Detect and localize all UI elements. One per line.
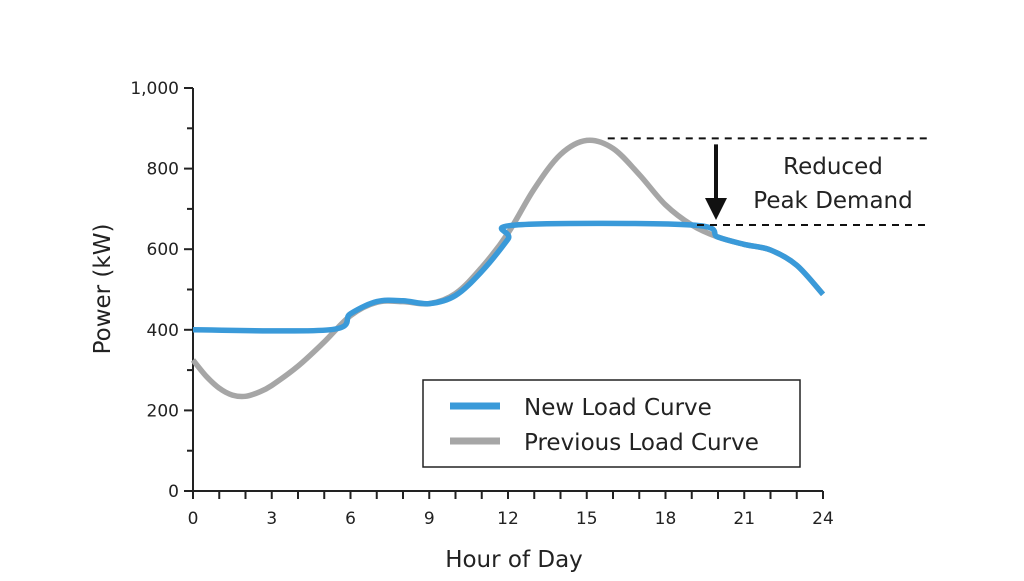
y-tick-label: 600 — [147, 240, 179, 260]
x-tick-label: 15 — [576, 509, 598, 529]
arrow-head — [705, 198, 727, 221]
x-tick-label: 24 — [812, 509, 834, 529]
y-axis-title: Power (kW) — [90, 224, 116, 355]
x-tick-label: 18 — [655, 509, 677, 529]
x-tick-label: 12 — [497, 509, 519, 529]
legend: New Load Curve Previous Load Curve — [422, 379, 801, 468]
y-tick-label: 1,000 — [130, 79, 179, 99]
annotation-text-line-1: Reduced — [783, 154, 883, 180]
y-tick-label: 800 — [147, 160, 179, 180]
series-previous-load-curve — [190, 137, 826, 400]
annotation-text-line-2: Peak Demand — [753, 188, 912, 214]
legend-label-previous: Previous Load Curve — [524, 430, 759, 456]
peak-annotation: Reduced Peak Demand — [607, 137, 928, 227]
y-tick-label: 200 — [147, 401, 179, 421]
x-tick-label: 21 — [733, 509, 755, 529]
axes: 0 200 400 600 800 1,000 0 3 6 9 12 15 18 21 24 — [130, 79, 833, 529]
legend-label-new: New Load Curve — [524, 395, 712, 421]
y-tick-label: 400 — [147, 321, 179, 341]
x-axis-title: Hour of Day — [445, 547, 583, 573]
y-tick-label: 0 — [168, 482, 179, 502]
legend-box — [422, 379, 801, 468]
series-new-load-curve — [192, 220, 826, 334]
x-tick-label: 6 — [345, 509, 356, 529]
x-tick-label: 3 — [266, 509, 277, 529]
y-ticks: 0 200 400 600 800 1,000 — [130, 79, 193, 502]
series-layer — [190, 137, 826, 400]
x-tick-label: 0 — [188, 509, 199, 529]
x-tick-label: 9 — [424, 509, 435, 529]
x-ticks: 0 3 6 9 12 15 18 21 24 — [188, 491, 834, 529]
